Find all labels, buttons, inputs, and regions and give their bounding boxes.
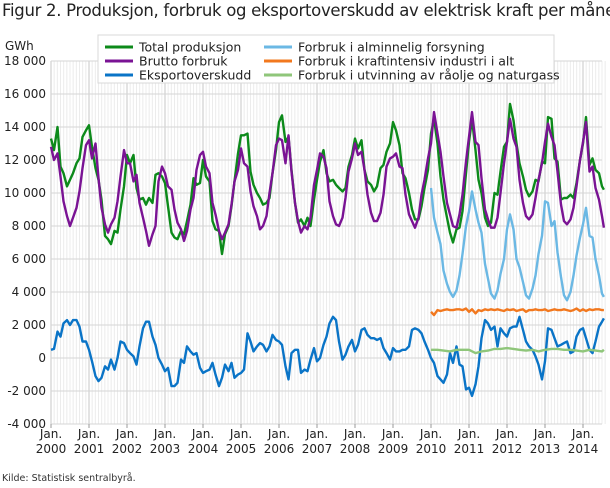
x-tick-label-year: 2006: [264, 442, 295, 456]
series-line-4: [430, 307, 604, 317]
legend-label: Forbruk i alminnelig forsyning: [298, 40, 485, 55]
series-line-2: [50, 315, 605, 398]
x-tick-label-month: Jan.: [571, 427, 594, 441]
x-tick-label-year: 2013: [530, 442, 561, 456]
y-tick-label: 12 000: [4, 153, 46, 167]
x-tick-label-month: Jan.: [77, 427, 100, 441]
y-tick-label: 10 000: [4, 186, 46, 200]
legend-label: Forbruk i kraftintensiv industri i alt: [298, 54, 514, 69]
series-lines: [49, 102, 606, 398]
y-tick-label: -4 000: [7, 417, 46, 431]
chart-title: Figur 2. Produksjon, forbruk og eksporto…: [2, 1, 610, 20]
x-tick-label-year: 2005: [226, 442, 257, 456]
legend-box: [97, 34, 555, 84]
x-tick-label-year: 2008: [340, 442, 371, 456]
y-tick-label: 18 000: [4, 54, 46, 68]
x-tick-label-year: 2002: [112, 442, 143, 456]
x-tick-label-year: 2014: [568, 442, 599, 456]
legend-label: Total produksjon: [138, 40, 241, 55]
x-axis: Jan.2000Jan.2001Jan.2002Jan.2003Jan.2004…: [36, 424, 599, 456]
y-tick-label: 14 000: [4, 120, 46, 134]
y-tick-label: -2 000: [7, 384, 46, 398]
x-tick-label-month: Jan.: [39, 427, 62, 441]
legend-label: Forbruk i utvinning av råolje og naturga…: [298, 68, 560, 83]
x-tick-label-month: Jan.: [457, 427, 480, 441]
x-tick-label-year: 2009: [378, 442, 409, 456]
y-tick-label: 0: [38, 351, 46, 365]
y-tick-label: 2 000: [12, 318, 46, 332]
x-tick-label-month: Jan.: [495, 427, 518, 441]
y-tick-label: 4 000: [12, 285, 46, 299]
x-tick-label-month: Jan.: [419, 427, 442, 441]
grid: [50, 60, 606, 425]
x-tick-label-year: 2001: [74, 442, 105, 456]
x-tick-label-month: Jan.: [533, 427, 556, 441]
series-line-1: [49, 110, 606, 247]
x-tick-label-year: 2007: [302, 442, 333, 456]
x-tick-label-month: Jan.: [267, 427, 290, 441]
x-tick-label-month: Jan.: [191, 427, 214, 441]
x-tick-label-month: Jan.: [343, 427, 366, 441]
x-tick-label-month: Jan.: [305, 427, 328, 441]
series-line-3: [429, 187, 605, 302]
y-axis: 18 000 16 000 14 000 12 000 10 000 8 000 6 000…: [4, 54, 46, 431]
y-tick-label: 16 000: [4, 87, 46, 101]
legend-label: Brutto forbruk: [139, 54, 228, 69]
x-tick-label-month: Jan.: [381, 427, 404, 441]
x-tick-label-year: 2010: [416, 442, 447, 456]
x-tick-label-year: 2004: [188, 442, 219, 456]
x-tick-label-month: Jan.: [115, 427, 138, 441]
x-tick-label-year: 2000: [36, 442, 67, 456]
y-tick-label: 8 000: [12, 219, 46, 233]
x-tick-label-year: 2003: [150, 442, 181, 456]
x-tick-label-month: Jan.: [153, 427, 176, 441]
series-line-5: [431, 346, 605, 355]
legend-label: Eksportoverskudd: [139, 68, 251, 83]
x-tick-label-year: 2011: [454, 442, 485, 456]
source-note: Kilde: Statistisk sentralbyrå.: [2, 473, 136, 484]
y-tick-label: 6 000: [12, 252, 46, 266]
y-axis-label: GWh: [5, 39, 34, 53]
x-tick-label-year: 2012: [492, 442, 523, 456]
x-tick-label-month: Jan.: [229, 427, 252, 441]
